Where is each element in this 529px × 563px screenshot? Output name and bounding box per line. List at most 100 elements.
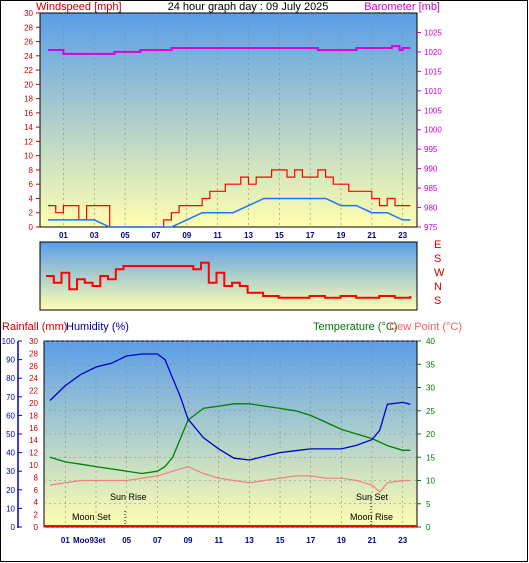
barometer-tick-label: 1000 (424, 126, 442, 135)
rainfall-tick-label: 2 (34, 511, 39, 520)
direction-plot-area (39, 241, 418, 311)
wind-x-tick-label: 17 (306, 231, 315, 240)
windspeed-tick-label: 10 (24, 152, 33, 161)
wind-x-tick-label: 15 (275, 231, 284, 240)
rainfall-tick-label: 6 (34, 486, 39, 495)
rainfall-axis-title: Rainfall (mm) (2, 321, 67, 333)
humidity-tick-label: 30 (6, 467, 15, 476)
temperature-tick-label: 30 (426, 384, 435, 393)
direction-tick-label: W (434, 267, 445, 279)
temperature-tick-label: 5 (426, 500, 431, 509)
temp-x-tick-label: 11 (214, 536, 223, 545)
temp-x-tick-label: 23 (398, 536, 407, 545)
windspeed-tick-label: 2 (29, 209, 34, 218)
temperature-ticks: 0 5 10 15 20 25 30 35 40 (417, 337, 435, 532)
dewpoint-series (49, 465, 411, 493)
humidity-tick-label: 90 (6, 356, 15, 365)
wind-x-ticks: 01 03 05 07 09 11 13 15 17 19 21 23 (59, 231, 408, 240)
wind-x-tick-label: 21 (367, 231, 376, 240)
humidity-tick-label: 40 (6, 449, 15, 458)
rainfall-tick-label: 22 (29, 387, 38, 396)
humidity-series (49, 353, 411, 461)
moonrise-label: Moon Rise (350, 512, 393, 522)
rainfall-tick-label: 24 (29, 374, 38, 383)
wind-x-tick-label: 23 (398, 231, 407, 240)
windspeed-tick-label: 8 (29, 166, 34, 175)
rainfall-tick-label: 4 (34, 498, 39, 507)
barometer-tick-label: 975 (424, 223, 438, 232)
temperature-tick-label: 0 (426, 523, 431, 532)
temp-x-tick-label: 05 (122, 536, 131, 545)
windspeed-axis-title: Windspeed [mph] (36, 1, 122, 13)
windspeed-tick-label: 14 (24, 123, 33, 132)
temp-x-tick-label: 17 (306, 536, 315, 545)
windspeed-tick-label: 26 (24, 38, 33, 47)
barometer-tick-label: 980 (424, 204, 438, 213)
moonset-label: Moon Set (72, 512, 111, 522)
humidity-tick-label: 10 (6, 504, 15, 513)
wind-x-tick-label: 03 (90, 231, 99, 240)
windspeed-tick-label: 24 (24, 52, 33, 61)
windspeed-tick-label: 12 (24, 137, 33, 146)
sun-moon-markers: Sun Rise Sun Set Moon Set Moon Rise (72, 492, 393, 527)
direction-tick-label: N (434, 281, 442, 293)
temperature-tick-label: 10 (426, 477, 435, 486)
humidity-axis-title: Humidity (%) (66, 321, 129, 333)
temperature-tick-label: 15 (426, 453, 435, 462)
direction-series (46, 261, 412, 299)
rainfall-tick-label: 8 (34, 473, 39, 482)
windspeed-tick-label: 18 (24, 95, 33, 104)
humidity-tick-label: 50 (6, 430, 15, 439)
temperature-tick-label: 35 (426, 360, 435, 369)
rainfall-tick-label: 12 (29, 449, 38, 458)
sunset-label: Sun Set (356, 492, 389, 502)
windspeed-tick-label: 4 (29, 194, 34, 203)
direction-tick-label: E (434, 239, 441, 251)
temp-x-tick-label: 01 (61, 536, 70, 545)
temp-x-tick-label: 15 (276, 536, 285, 545)
wind-x-tick-label: 05 (121, 231, 130, 240)
barometer-tick-label: 985 (424, 184, 438, 193)
moon-x-label: Moo93et (73, 536, 106, 545)
windspeed-tick-label: 30 (24, 9, 33, 18)
wind-x-tick-label: 13 (244, 231, 253, 240)
temp-x-tick-label: 13 (245, 536, 254, 545)
barometer-tick-label: 995 (424, 145, 438, 154)
wind-x-tick-label: 11 (213, 231, 222, 240)
windspeed-tick-label: 16 (24, 109, 33, 118)
wind-x-tick-label: 19 (337, 231, 346, 240)
sunrise-label: Sun Rise (110, 492, 147, 502)
humidity-tick-label: 100 (2, 337, 16, 346)
rainfall-tick-label: 0 (34, 523, 39, 532)
wind-x-tick-label: 01 (59, 231, 68, 240)
temperature-series (49, 403, 411, 475)
temp-x-tick-label: 07 (153, 536, 162, 545)
rainfall-tick-label: 14 (29, 436, 38, 445)
direction-tick-label: S (434, 253, 441, 265)
chart-title: 24 hour graph day : 09 July 2025 (168, 1, 329, 13)
barometer-tick-label: 1010 (424, 87, 442, 96)
dewpoint-axis-title: Dew Point (°C) (389, 321, 462, 333)
rainfall-tick-label: 26 (29, 362, 38, 371)
wind-x-tick-label: 07 (151, 231, 160, 240)
temp-x-tick-label: 19 (337, 536, 346, 545)
humidity-tick-label: 20 (6, 486, 15, 495)
temp-x-tick-label: 09 (184, 536, 193, 545)
windspeed-tick-label: 6 (29, 180, 34, 189)
barometer-tick-label: 1005 (424, 106, 442, 115)
windspeed-tick-label: 28 (24, 23, 33, 32)
barometer-tick-label: 1020 (424, 48, 442, 57)
humidity-tick-label: 0 (11, 523, 16, 532)
barometer-ticks: 975 980 985 990 995 1000 1005 1010 1015 1020 1025 (417, 28, 442, 232)
humidity-tick-label: 60 (6, 411, 15, 420)
wind-plot-area (39, 12, 418, 228)
barometer-tick-label: 1015 (424, 67, 442, 76)
temperature-axis-title: Temperature (°C) (313, 321, 397, 333)
temp-x-tick-label: 21 (368, 536, 377, 545)
rainfall-tick-label: 28 (29, 349, 38, 358)
rainfall-tick-label: 20 (29, 399, 38, 408)
windspeed-tick-label: 20 (24, 80, 33, 89)
